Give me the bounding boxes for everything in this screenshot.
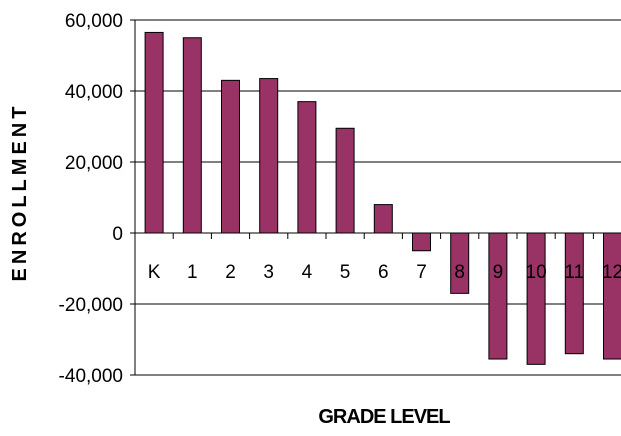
x-category-labels: K 1 2 3 4 5 6 7 8 9 10 11 12 — [148, 262, 621, 283]
y-tick-label: 20,000 — [65, 153, 123, 174]
x-category-label: 4 — [302, 262, 313, 283]
y-axis-title: ENROLLMENT — [9, 103, 31, 282]
y-tick-label: 40,000 — [65, 82, 123, 103]
bar-3 — [259, 78, 279, 234]
bar-9 — [488, 232, 508, 360]
bar-12 — [603, 232, 621, 360]
x-category-label: K — [148, 262, 161, 283]
x-category-label: 5 — [340, 262, 351, 283]
x-category-label: 10 — [526, 262, 547, 283]
x-category-label: 2 — [225, 262, 236, 283]
x-category-label: 11 — [564, 262, 584, 283]
x-category-label: 1 — [187, 262, 198, 283]
bar-k — [144, 31, 164, 234]
bar-2 — [221, 79, 240, 234]
y-tick-label: 60,000 — [65, 11, 123, 32]
x-category-label: 8 — [454, 262, 465, 283]
bar-6 — [373, 204, 393, 234]
x-category-label: 9 — [493, 262, 504, 283]
y-tick-label: -20,000 — [59, 295, 123, 316]
gridlines — [135, 19, 621, 376]
y-tick-label: 0 — [112, 224, 123, 245]
bar-7 — [412, 232, 431, 252]
x-axis-title: GRADE LEVEL — [318, 406, 450, 428]
bar-11 — [564, 232, 584, 355]
y-tick-labels: 60,000 40,000 20,000 0 -20,000 -40,000 — [59, 11, 123, 387]
bars — [144, 31, 621, 365]
axes — [130, 19, 621, 376]
x-category-label: 3 — [263, 262, 274, 283]
x-category-label: 6 — [378, 262, 389, 283]
bar-1 — [182, 37, 202, 234]
bar-10 — [526, 232, 546, 365]
bar-4 — [297, 101, 317, 234]
bar-5 — [335, 127, 355, 234]
y-tick-label: -40,000 — [59, 366, 123, 387]
x-category-label: 12 — [602, 262, 621, 283]
x-category-label: 7 — [416, 262, 427, 283]
